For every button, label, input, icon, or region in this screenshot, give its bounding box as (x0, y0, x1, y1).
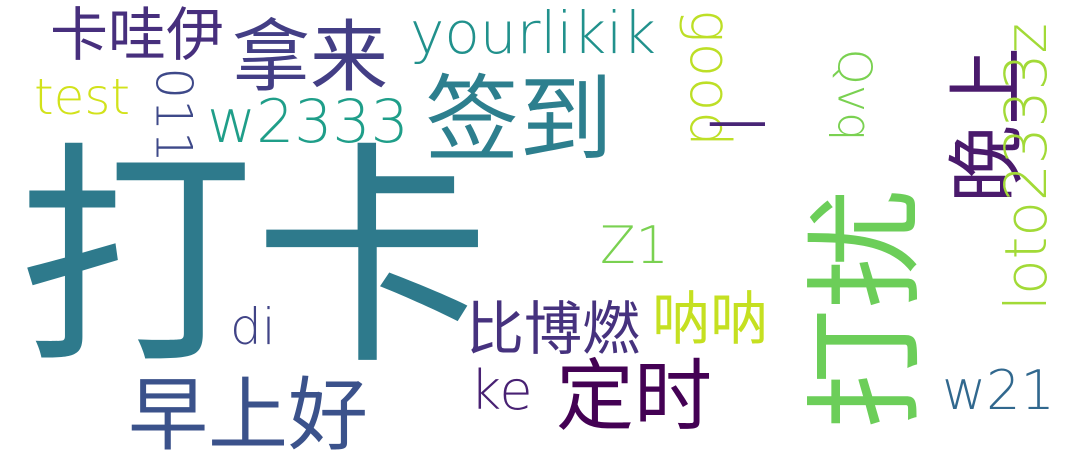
word-qiandao: 签到 (425, 66, 614, 175)
word-kawayi: 卡哇伊 (50, 1, 225, 69)
word-z1: Z1 (600, 216, 669, 276)
word-di: di (230, 298, 276, 356)
word-dingshi: 定时 (556, 352, 713, 442)
word-zaoshanghao: 早上好 (128, 369, 368, 462)
word-daka: 打卡 (18, 122, 491, 397)
word-loto2333z: loto2333z (991, 23, 1060, 311)
word-yourlikik: yourlikik (410, 0, 656, 67)
word-nana: 呐呐 (652, 285, 769, 353)
word-011: 011 (144, 67, 203, 163)
word-w2333: w2333 (207, 87, 409, 157)
word-ke: ke (470, 359, 533, 422)
word-nalai: 拿来 (232, 13, 389, 103)
word-darao: 打扰 (798, 189, 937, 429)
word-bibo-ran: 比博燃 (466, 295, 641, 363)
word-test: test (34, 68, 131, 126)
word-w21: w21 (942, 359, 1055, 422)
word-qvq: Qvq (827, 48, 882, 142)
word-I: I (694, 112, 784, 136)
